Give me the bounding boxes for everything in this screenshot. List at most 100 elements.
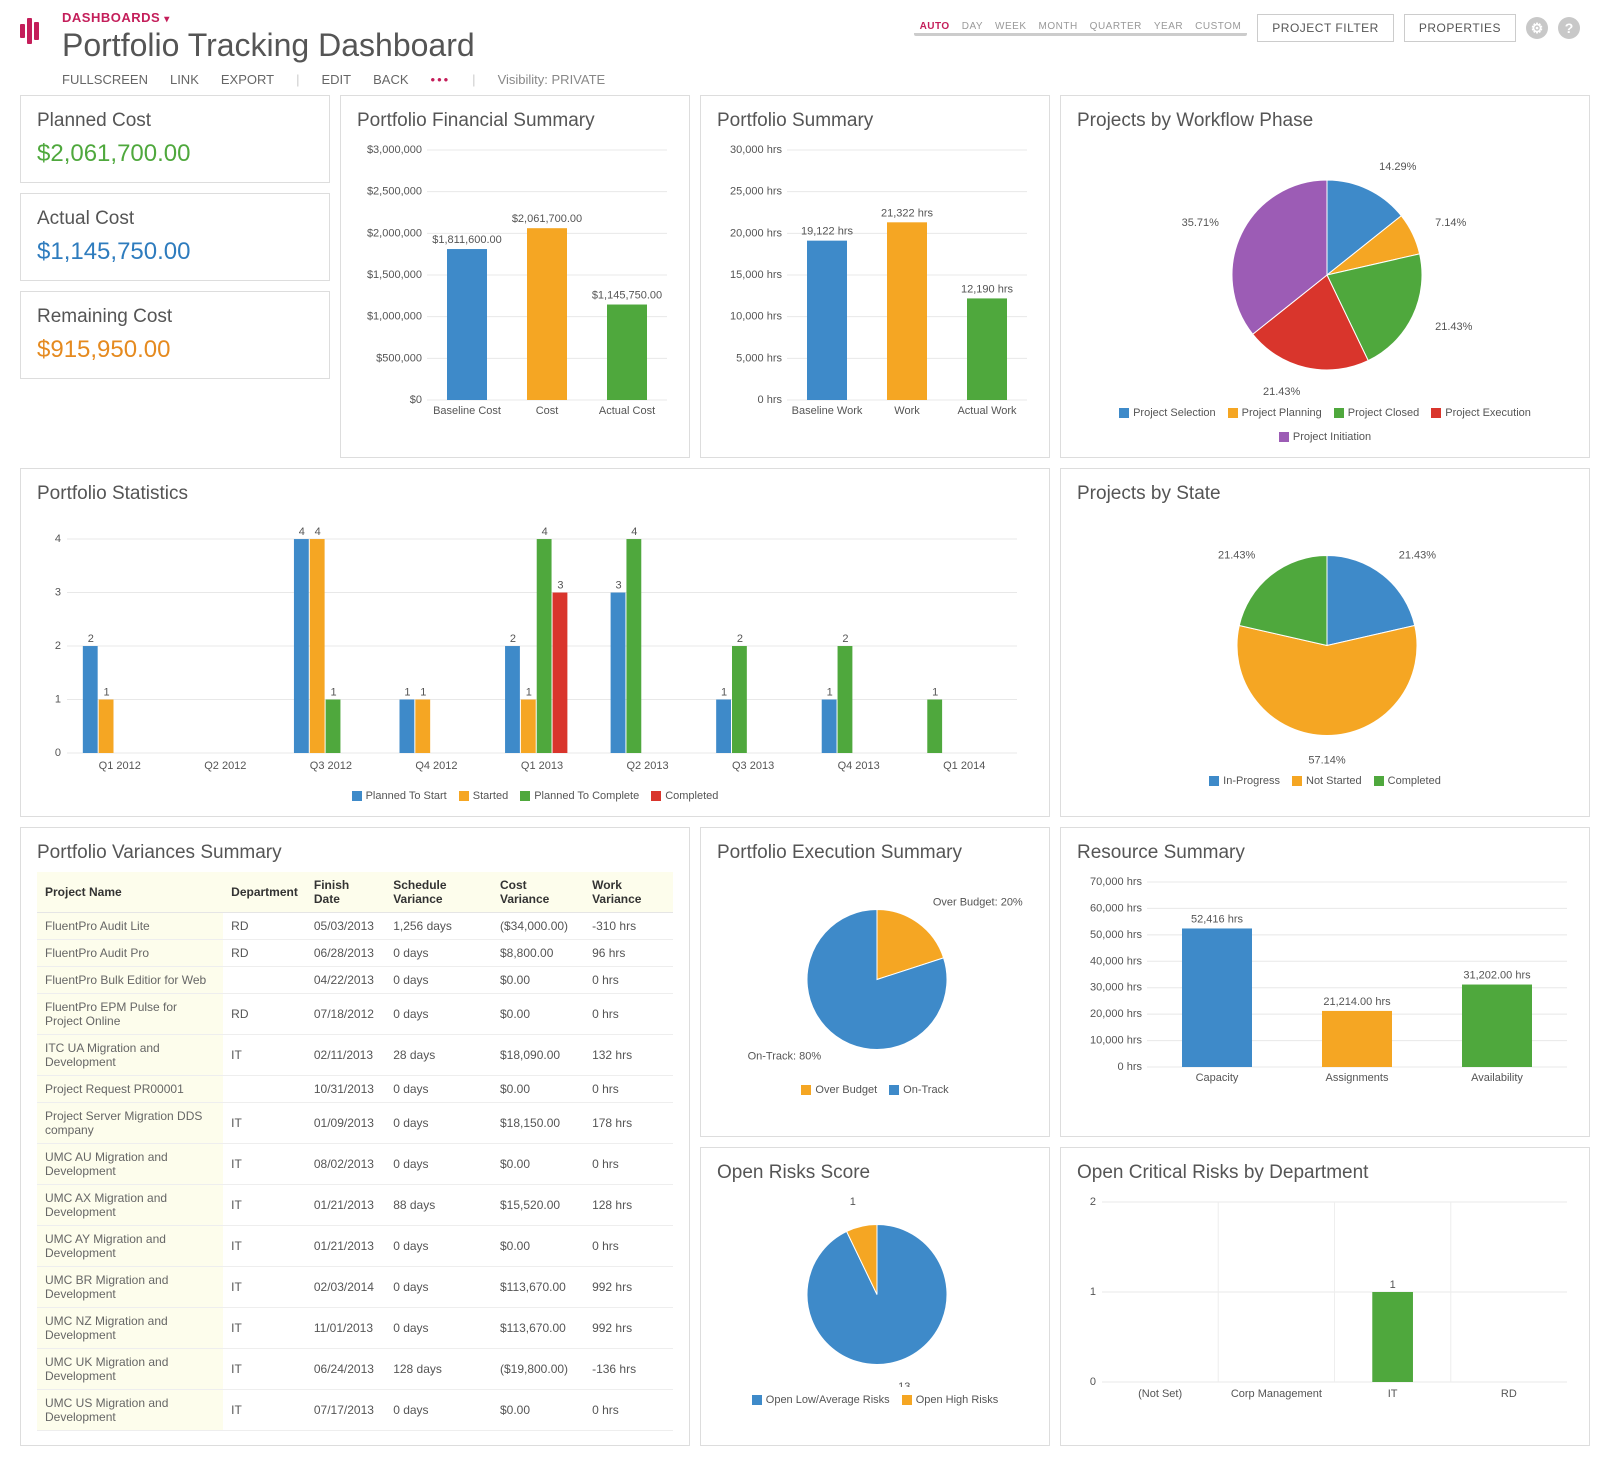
- svg-text:1: 1: [55, 694, 61, 706]
- table-row[interactable]: FluentPro Bulk Editior for Web04/22/2013…: [37, 967, 673, 994]
- svg-text:15,000 hrs: 15,000 hrs: [730, 269, 782, 281]
- table-row[interactable]: FluentPro Audit LiteRD05/03/20131,256 da…: [37, 913, 673, 940]
- time-tab-quarter[interactable]: QUARTER: [1090, 21, 1142, 32]
- svg-text:(Not Set): (Not Set): [1138, 1388, 1182, 1400]
- kpi-remaining-cost: Remaining Cost $915,950.00: [20, 291, 330, 379]
- time-tab-year[interactable]: YEAR: [1154, 21, 1183, 32]
- svg-text:Corp Management: Corp Management: [1231, 1388, 1322, 1400]
- projects-by-workflow: Projects by Workflow Phase 14.29%7.14%21…: [1060, 95, 1590, 458]
- svg-text:0 hrs: 0 hrs: [1118, 1061, 1143, 1073]
- table-row[interactable]: UMC US Migration and DevelopmentIT07/17/…: [37, 1390, 673, 1431]
- kpi-value: $915,950.00: [37, 336, 313, 364]
- legend-item: Project Initiation: [1279, 431, 1371, 443]
- col-header[interactable]: Department: [223, 872, 306, 913]
- svg-text:4: 4: [55, 533, 61, 545]
- table-row[interactable]: UMC AX Migration and DevelopmentIT01/21/…: [37, 1185, 673, 1226]
- time-tab-day[interactable]: DAY: [962, 21, 983, 32]
- kpi-planned-cost: Planned Cost $2,061,700.00: [20, 95, 330, 183]
- toolbar-edit[interactable]: EDIT: [321, 72, 351, 87]
- legend-item: Not Started: [1292, 775, 1362, 787]
- toolbar-back[interactable]: BACK: [373, 72, 408, 87]
- svg-text:$1,500,000: $1,500,000: [367, 269, 422, 281]
- time-tab-month[interactable]: MONTH: [1039, 21, 1078, 32]
- table-row[interactable]: Project Request PR0000110/31/20130 days$…: [37, 1076, 673, 1103]
- toolbar-export[interactable]: EXPORT: [221, 72, 274, 87]
- svg-text:Actual Work: Actual Work: [957, 405, 1017, 417]
- legend-item: In-Progress: [1209, 775, 1280, 787]
- open-critical-risks: Open Critical Risks by Department 012(No…: [1060, 1147, 1590, 1447]
- table-row[interactable]: ITC UA Migration and DevelopmentIT02/11/…: [37, 1035, 673, 1076]
- col-header[interactable]: Finish Date: [306, 872, 385, 913]
- svg-text:52,416 hrs: 52,416 hrs: [1191, 913, 1243, 925]
- svg-text:3: 3: [55, 587, 61, 599]
- col-header[interactable]: Project Name: [37, 872, 223, 913]
- svg-text:1: 1: [827, 687, 833, 699]
- bar-chart: 0 hrs10,000 hrs20,000 hrs30,000 hrs40,00…: [1077, 872, 1577, 1097]
- pie-chart: Over Budget: 20%On-Track: 80%: [717, 872, 1037, 1077]
- svg-text:Assignments: Assignments: [1326, 1072, 1389, 1084]
- kpi-value: $2,061,700.00: [37, 140, 313, 168]
- col-header[interactable]: Work Variance: [584, 872, 673, 913]
- svg-text:$2,000,000: $2,000,000: [367, 227, 422, 239]
- svg-text:$0: $0: [410, 394, 422, 406]
- svg-text:Cost: Cost: [536, 405, 559, 417]
- table-row[interactable]: FluentPro Audit ProRD06/28/20130 days$8,…: [37, 940, 673, 967]
- toolbar-fullscreen[interactable]: FULLSCREEN: [62, 72, 148, 87]
- svg-text:1: 1: [850, 1195, 856, 1207]
- time-range-tabs[interactable]: AUTO DAY WEEK MONTH QUARTER YEAR CUSTOM: [914, 21, 1248, 36]
- svg-text:Actual Cost: Actual Cost: [599, 405, 655, 417]
- open-risks-score: Open Risks Score 131 Open Low/Average Ri…: [700, 1147, 1050, 1447]
- svg-text:$1,811,600.00: $1,811,600.00: [432, 234, 502, 246]
- svg-text:0: 0: [55, 747, 61, 759]
- legend-item: Project Execution: [1431, 407, 1531, 419]
- toolbar-link[interactable]: LINK: [170, 72, 199, 87]
- project-filter-button[interactable]: PROJECT FILTER: [1257, 14, 1394, 42]
- col-header[interactable]: Cost Variance: [492, 872, 584, 913]
- svg-text:2: 2: [88, 633, 94, 645]
- svg-text:1: 1: [1090, 1286, 1096, 1298]
- table-row[interactable]: FluentPro EPM Pulse for Project OnlineRD…: [37, 994, 673, 1035]
- table-row[interactable]: UMC UK Migration and DevelopmentIT06/24/…: [37, 1349, 673, 1390]
- svg-text:0 hrs: 0 hrs: [758, 394, 783, 406]
- time-tab-week[interactable]: WEEK: [995, 21, 1026, 32]
- time-tab-auto[interactable]: AUTO: [920, 21, 950, 32]
- more-menu[interactable]: •••: [431, 72, 451, 87]
- legend: In-ProgressNot StartedCompleted: [1077, 775, 1573, 787]
- svg-text:Work: Work: [894, 405, 920, 417]
- col-header[interactable]: Schedule Variance: [385, 872, 492, 913]
- breadcrumb[interactable]: DASHBOARDS ▾: [62, 10, 605, 25]
- svg-text:Baseline Cost: Baseline Cost: [433, 405, 501, 417]
- properties-button[interactable]: PROPERTIES: [1404, 14, 1516, 42]
- legend: Planned To StartStartedPlanned To Comple…: [37, 790, 1033, 802]
- table-row[interactable]: Project Server Migration DDS companyIT01…: [37, 1103, 673, 1144]
- svg-text:21.43%: 21.43%: [1263, 386, 1301, 398]
- svg-text:35.71%: 35.71%: [1182, 217, 1220, 229]
- table-row[interactable]: UMC NZ Migration and DevelopmentIT11/01/…: [37, 1308, 673, 1349]
- pie-chart: 131: [717, 1192, 1037, 1387]
- svg-text:1: 1: [932, 687, 938, 699]
- table-row[interactable]: UMC AY Migration and DevelopmentIT01/21/…: [37, 1226, 673, 1267]
- svg-text:21.43%: 21.43%: [1435, 321, 1473, 333]
- table-row[interactable]: UMC AU Migration and DevelopmentIT08/02/…: [37, 1144, 673, 1185]
- svg-text:RD: RD: [1501, 1388, 1517, 1400]
- svg-text:4: 4: [542, 526, 548, 538]
- svg-text:1: 1: [1390, 1279, 1396, 1291]
- time-tab-custom[interactable]: CUSTOM: [1195, 21, 1241, 32]
- settings-gear-icon[interactable]: ⚙: [1526, 17, 1548, 39]
- kpi-value: $1,145,750.00: [37, 238, 313, 266]
- header: DASHBOARDS ▾ Portfolio Tracking Dashboar…: [0, 0, 1600, 95]
- bar-chart: 012(Not Set)Corp Management1ITRD: [1077, 1192, 1577, 1407]
- visibility-label: Visibility: PRIVATE: [498, 72, 606, 87]
- svg-text:On-Track: 80%: On-Track: 80%: [748, 1050, 822, 1062]
- table-row[interactable]: UMC BR Migration and DevelopmentIT02/03/…: [37, 1267, 673, 1308]
- svg-text:10,000 hrs: 10,000 hrs: [1090, 1035, 1142, 1047]
- svg-text:Q2 2012: Q2 2012: [204, 760, 246, 772]
- help-icon[interactable]: ?: [1558, 17, 1580, 39]
- svg-text:Q3 2012: Q3 2012: [310, 760, 352, 772]
- legend-item: Open High Risks: [902, 1394, 999, 1406]
- svg-text:Q4 2012: Q4 2012: [415, 760, 457, 772]
- svg-text:Baseline Work: Baseline Work: [792, 405, 863, 417]
- svg-text:Availability: Availability: [1471, 1072, 1523, 1084]
- portfolio-execution-summary: Portfolio Execution Summary Over Budget:…: [700, 827, 1050, 1137]
- svg-text:19,122 hrs: 19,122 hrs: [801, 226, 853, 238]
